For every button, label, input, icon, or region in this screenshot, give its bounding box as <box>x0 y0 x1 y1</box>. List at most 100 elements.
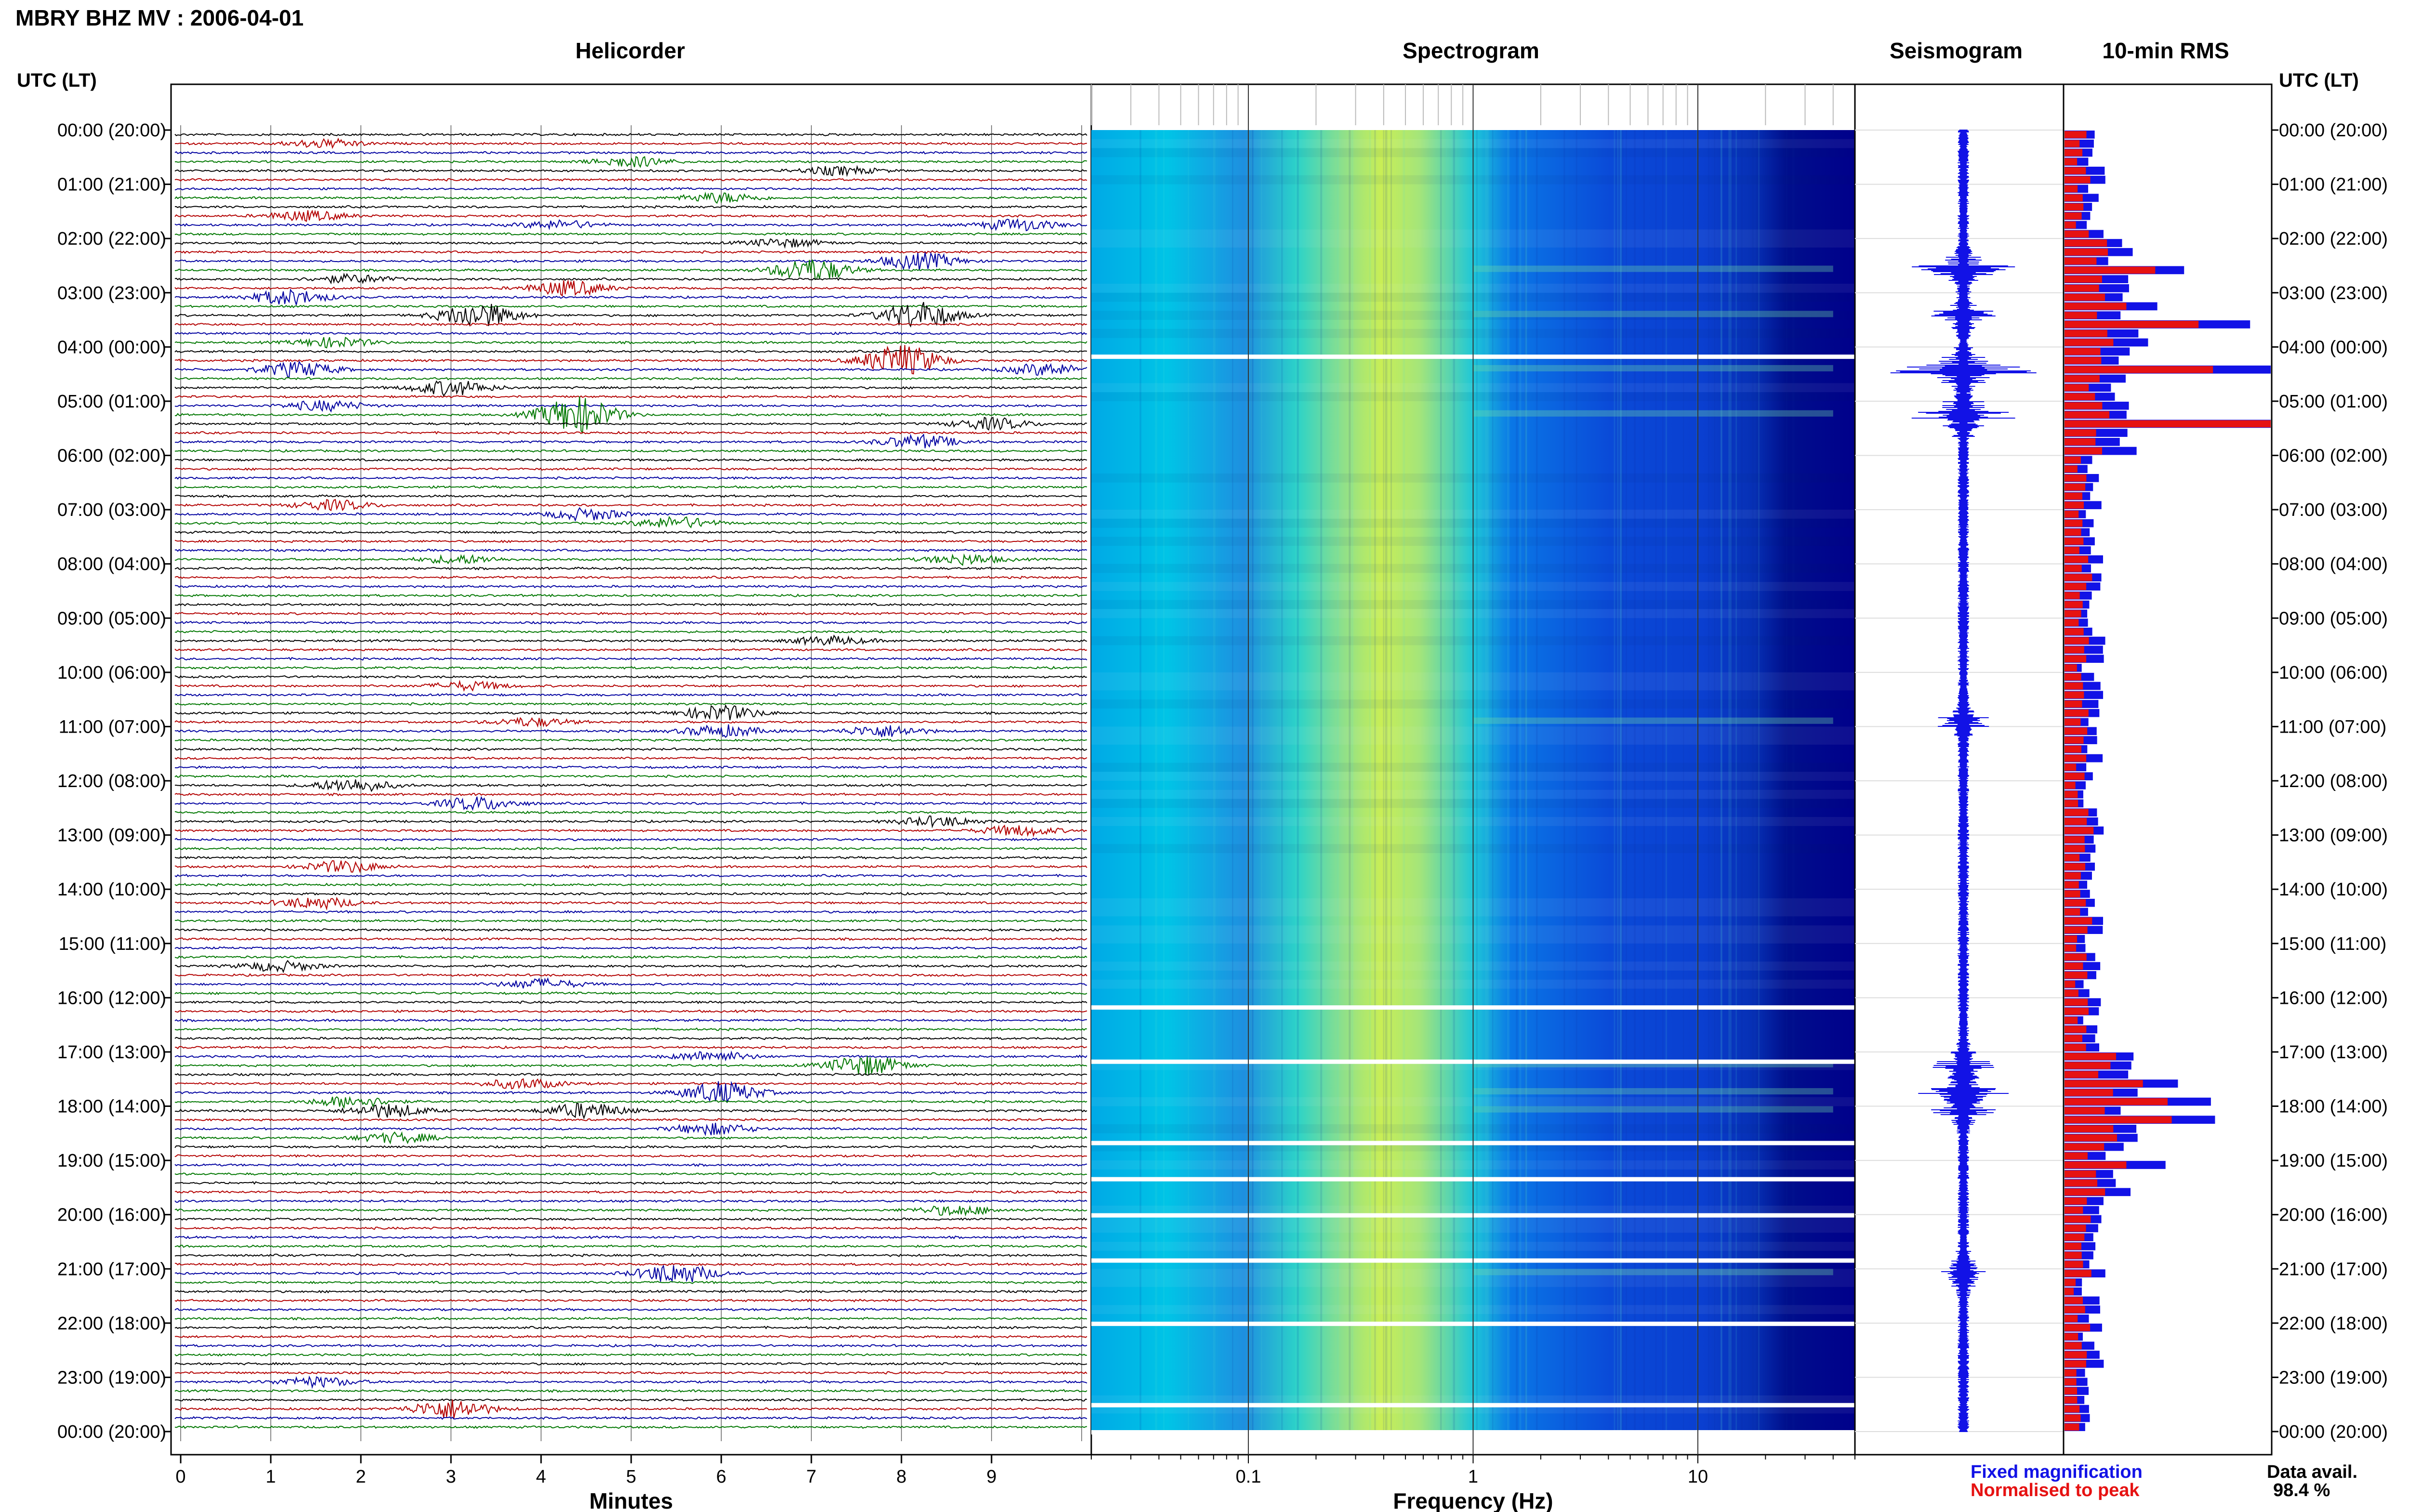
helicorder-trace <box>174 1307 1087 1312</box>
data-avail-value: 98.4 % <box>2273 1480 2330 1500</box>
helicorder-trace <box>175 738 1087 742</box>
rms-bar-normalised <box>2065 863 2086 870</box>
rms-bar-normalised <box>2065 384 2089 392</box>
rms-bar-normalised <box>2065 881 2079 889</box>
spectrogram-event-streak <box>1473 410 1833 417</box>
spectrogram-event-streak <box>1473 265 1833 272</box>
helicorder-trace <box>174 232 1087 236</box>
helicorder-trace <box>174 205 1087 209</box>
rms-bar-normalised <box>2065 1324 2091 1331</box>
rms-bar-normalised <box>2065 276 2102 283</box>
helicorder-x-tick-label: 9 <box>986 1467 996 1487</box>
spectrogram-event-streak <box>1473 1106 1833 1113</box>
time-label-left: 12:00 (08:00) <box>57 771 166 791</box>
rms-bar-normalised <box>2065 1261 2083 1268</box>
helicorder-trace <box>174 634 1087 646</box>
helicorder-trace <box>174 377 1087 381</box>
helicorder-trace <box>174 756 1087 760</box>
rms-bar-normalised <box>2065 329 2107 337</box>
time-label-left: 08:00 (04:00) <box>57 554 166 575</box>
rms-bar-normalised <box>2065 429 2096 436</box>
rms-bar-normalised <box>2065 1270 2091 1277</box>
rms-bar-normalised <box>2065 890 2080 897</box>
helicorder-trace <box>174 1244 1087 1248</box>
helicorder-trace <box>174 620 1087 625</box>
time-label-right: 19:00 (15:00) <box>2279 1151 2388 1171</box>
rms-bar-normalised <box>2065 420 2271 428</box>
rms-bar-normalised <box>2065 917 2092 925</box>
rms-bar-normalised <box>2065 158 2078 166</box>
rms-panel <box>2063 83 2273 1456</box>
rms-bar-normalised <box>2065 511 2079 518</box>
helicorder-trace <box>174 593 1087 598</box>
rms-bar-normalised <box>2065 800 2078 807</box>
time-label-right: 11:00 (07:00) <box>2279 717 2386 737</box>
rms-bar-normalised <box>2065 1333 2078 1341</box>
rms-bar-normalised <box>2065 989 2078 997</box>
time-label-left: 10:00 (06:00) <box>57 663 166 683</box>
time-label-right: 15:00 (11:00) <box>2279 934 2386 954</box>
rms-bar-normalised <box>2065 899 2086 907</box>
helicorder-trace <box>174 548 1087 552</box>
rms-bar-normalised <box>2065 1125 2114 1132</box>
time-label-left: 22:00 (18:00) <box>57 1314 166 1334</box>
rms-bar-normalised <box>2065 619 2079 627</box>
helicorder-trace <box>174 1416 1087 1420</box>
helicorder-trace <box>174 717 1087 728</box>
rms-bar-normalised <box>2065 203 2084 210</box>
helicorder-trace <box>174 1299 1087 1302</box>
rms-bar-normalised <box>2065 375 2100 382</box>
helicorder-x-tick-label: 6 <box>716 1467 726 1487</box>
rms-bar-normalised <box>2065 1297 2083 1304</box>
helicorder-trace <box>174 400 1087 413</box>
rms-bar-normalised <box>2065 393 2095 400</box>
helicorder-trace <box>174 584 1087 589</box>
time-label-right: 12:00 (08:00) <box>2279 771 2388 791</box>
rms-bar-normalised <box>2065 284 2099 292</box>
rms-bar-normalised <box>2065 1414 2081 1422</box>
helicorder-trace <box>174 847 1087 851</box>
time-label-left: 20:00 (16:00) <box>57 1205 166 1225</box>
helicorder-trace <box>174 458 1087 462</box>
rms-bar-normalised <box>2065 691 2084 699</box>
rms-bar-normalised <box>2065 185 2078 193</box>
helicorder-trace <box>174 1154 1087 1158</box>
helicorder-trace <box>174 178 1087 182</box>
data-avail-label: Data avail. <box>2267 1462 2357 1482</box>
helicorder-trace <box>174 331 1087 336</box>
helicorder-trace <box>174 1027 1087 1031</box>
rms-bar-normalised <box>2065 1052 2117 1060</box>
rms-bar-normalised <box>2065 239 2107 247</box>
rms-bar-normalised <box>2065 754 2087 762</box>
rms-bar-normalised <box>2065 1098 2168 1105</box>
time-label-left: 19:00 (15:00) <box>57 1151 166 1171</box>
helicorder-trace <box>174 892 1087 896</box>
helicorder-trace <box>174 494 1087 499</box>
left-time-header: UTC (LT) <box>17 70 97 91</box>
helicorder-trace <box>174 530 1087 534</box>
rms-bar-normalised <box>2065 592 2080 599</box>
helicorder-trace <box>174 955 1087 959</box>
helicorder-trace <box>174 150 1087 155</box>
helicorder-trace <box>174 855 1087 860</box>
rms-bar-normalised <box>2065 1107 2105 1115</box>
helicorder-trace <box>174 1375 1087 1389</box>
helicorder-trace <box>174 433 1087 448</box>
seismogram-title: Seismogram <box>1889 38 2023 63</box>
time-label-left: 17:00 (13:00) <box>57 1042 166 1063</box>
rms-bar-normalised <box>2065 763 2077 771</box>
helicorder-trace <box>174 1036 1087 1040</box>
rms-bar-normalised <box>2065 1360 2086 1367</box>
helicorder-trace <box>174 210 1087 222</box>
helicorder-trace <box>174 1072 1087 1077</box>
spectrogram-x-tick-label: 10 <box>1688 1467 1708 1487</box>
rms-bar-normalised <box>2065 474 2087 482</box>
rms-bar-normalised <box>2065 555 2089 563</box>
time-label-right: 22:00 (18:00) <box>2279 1314 2388 1334</box>
rms-bar-normalised <box>2065 1369 2077 1377</box>
rms-bar-normalised <box>2065 465 2078 473</box>
helicorder-trace <box>174 1118 1087 1122</box>
rms-bar-normalised <box>2065 953 2087 961</box>
rms-bar-normalised <box>2065 610 2081 618</box>
